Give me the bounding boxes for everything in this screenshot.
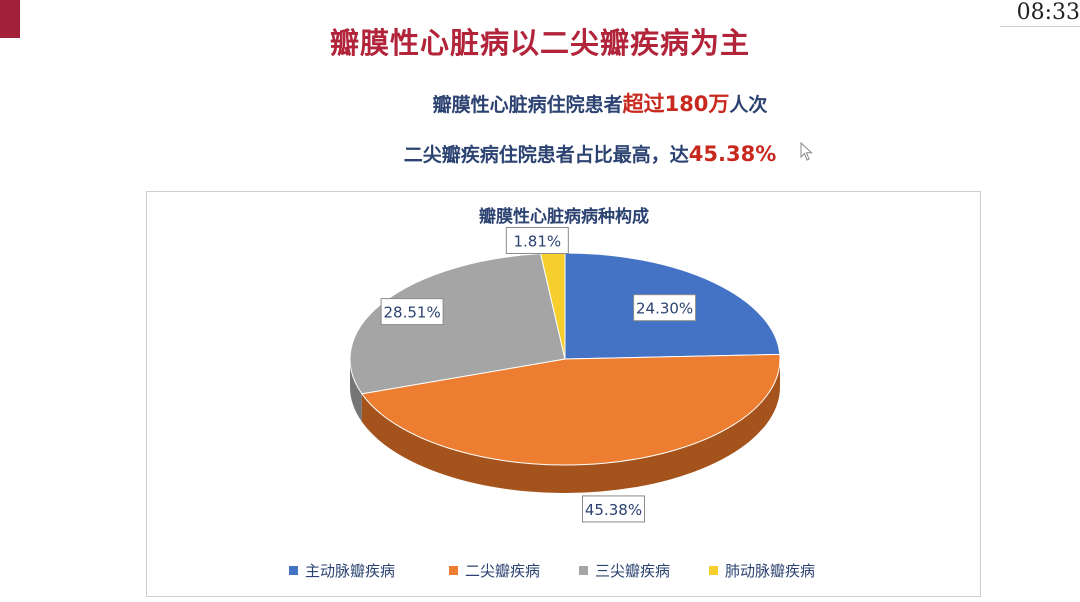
legend-label-3: 肺动脉瓣疾病: [725, 562, 815, 580]
legend-swatch-3: [709, 566, 718, 575]
data-label-box-0: [633, 294, 697, 322]
data-label-box-1: [582, 495, 646, 523]
pie-side-2: [350, 359, 362, 422]
clock-divider: [1000, 26, 1080, 27]
data-label-3: 1.81%: [513, 232, 561, 250]
legend-label-2: 三尖瓣疾病: [595, 562, 670, 580]
subtitle-line-1-prefix: 瓣膜性心脏病住院患者: [432, 94, 623, 116]
legend-label-0: 主动脉瓣疾病: [305, 562, 395, 580]
data-label-1: 45.38%: [585, 501, 642, 519]
clock-time: 08:33: [1016, 0, 1080, 25]
subtitle-line-2: 二尖瓣疾病住院患者占比最高，达45.38%: [0, 140, 1080, 167]
subtitle-line-1-suffix: 人次: [729, 94, 768, 116]
legend-swatch-0: [289, 566, 298, 575]
mouse-cursor-icon: [800, 142, 813, 161]
accent-square: [0, 0, 20, 38]
pie-chart: 瓣膜性心脏病病种构成 24.30% 45.38% 28.51% 1.81% 主动脉瓣疾…: [289, 206, 815, 580]
legend-swatch-2: [579, 566, 588, 575]
chart-title: 瓣膜性心脏病病种构成: [479, 206, 649, 227]
legend-label-1: 二尖瓣疾病: [465, 562, 540, 580]
subtitle-line-1: 瓣膜性心脏病住院患者超过180万人次: [0, 88, 1080, 118]
subtitle-line-2-prefix: 二尖瓣疾病住院患者占比最高，达: [403, 144, 689, 166]
slide-title: 瓣膜性心脏病以二尖瓣疾病为主: [329, 26, 750, 60]
pie-side-1: [361, 359, 780, 493]
data-label-box-3: [505, 226, 569, 254]
subtitle-line-1-highlight: 超过180万: [622, 92, 730, 116]
pie-slice-1: [361, 353, 781, 466]
chart-frame: 瓣膜性心脏病病种构成 24.30% 45.38% 28.51% 1.81% 主动脉瓣疾…: [146, 191, 981, 597]
subtitle-line-2-highlight: 45.38%: [688, 142, 777, 166]
data-label-0: 24.30%: [636, 300, 693, 318]
data-label-2: 28.51%: [384, 304, 441, 322]
legend-swatch-1: [449, 566, 458, 575]
data-label-box-2: [380, 298, 444, 326]
